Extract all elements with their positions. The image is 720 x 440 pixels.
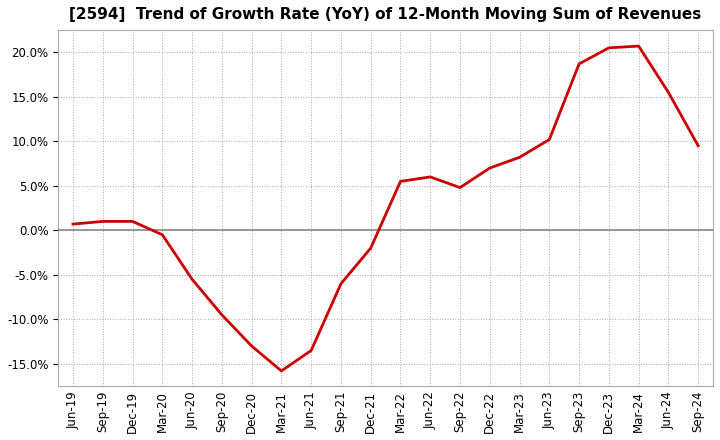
- Title: [2594]  Trend of Growth Rate (YoY) of 12-Month Moving Sum of Revenues: [2594] Trend of Growth Rate (YoY) of 12-…: [70, 7, 702, 22]
